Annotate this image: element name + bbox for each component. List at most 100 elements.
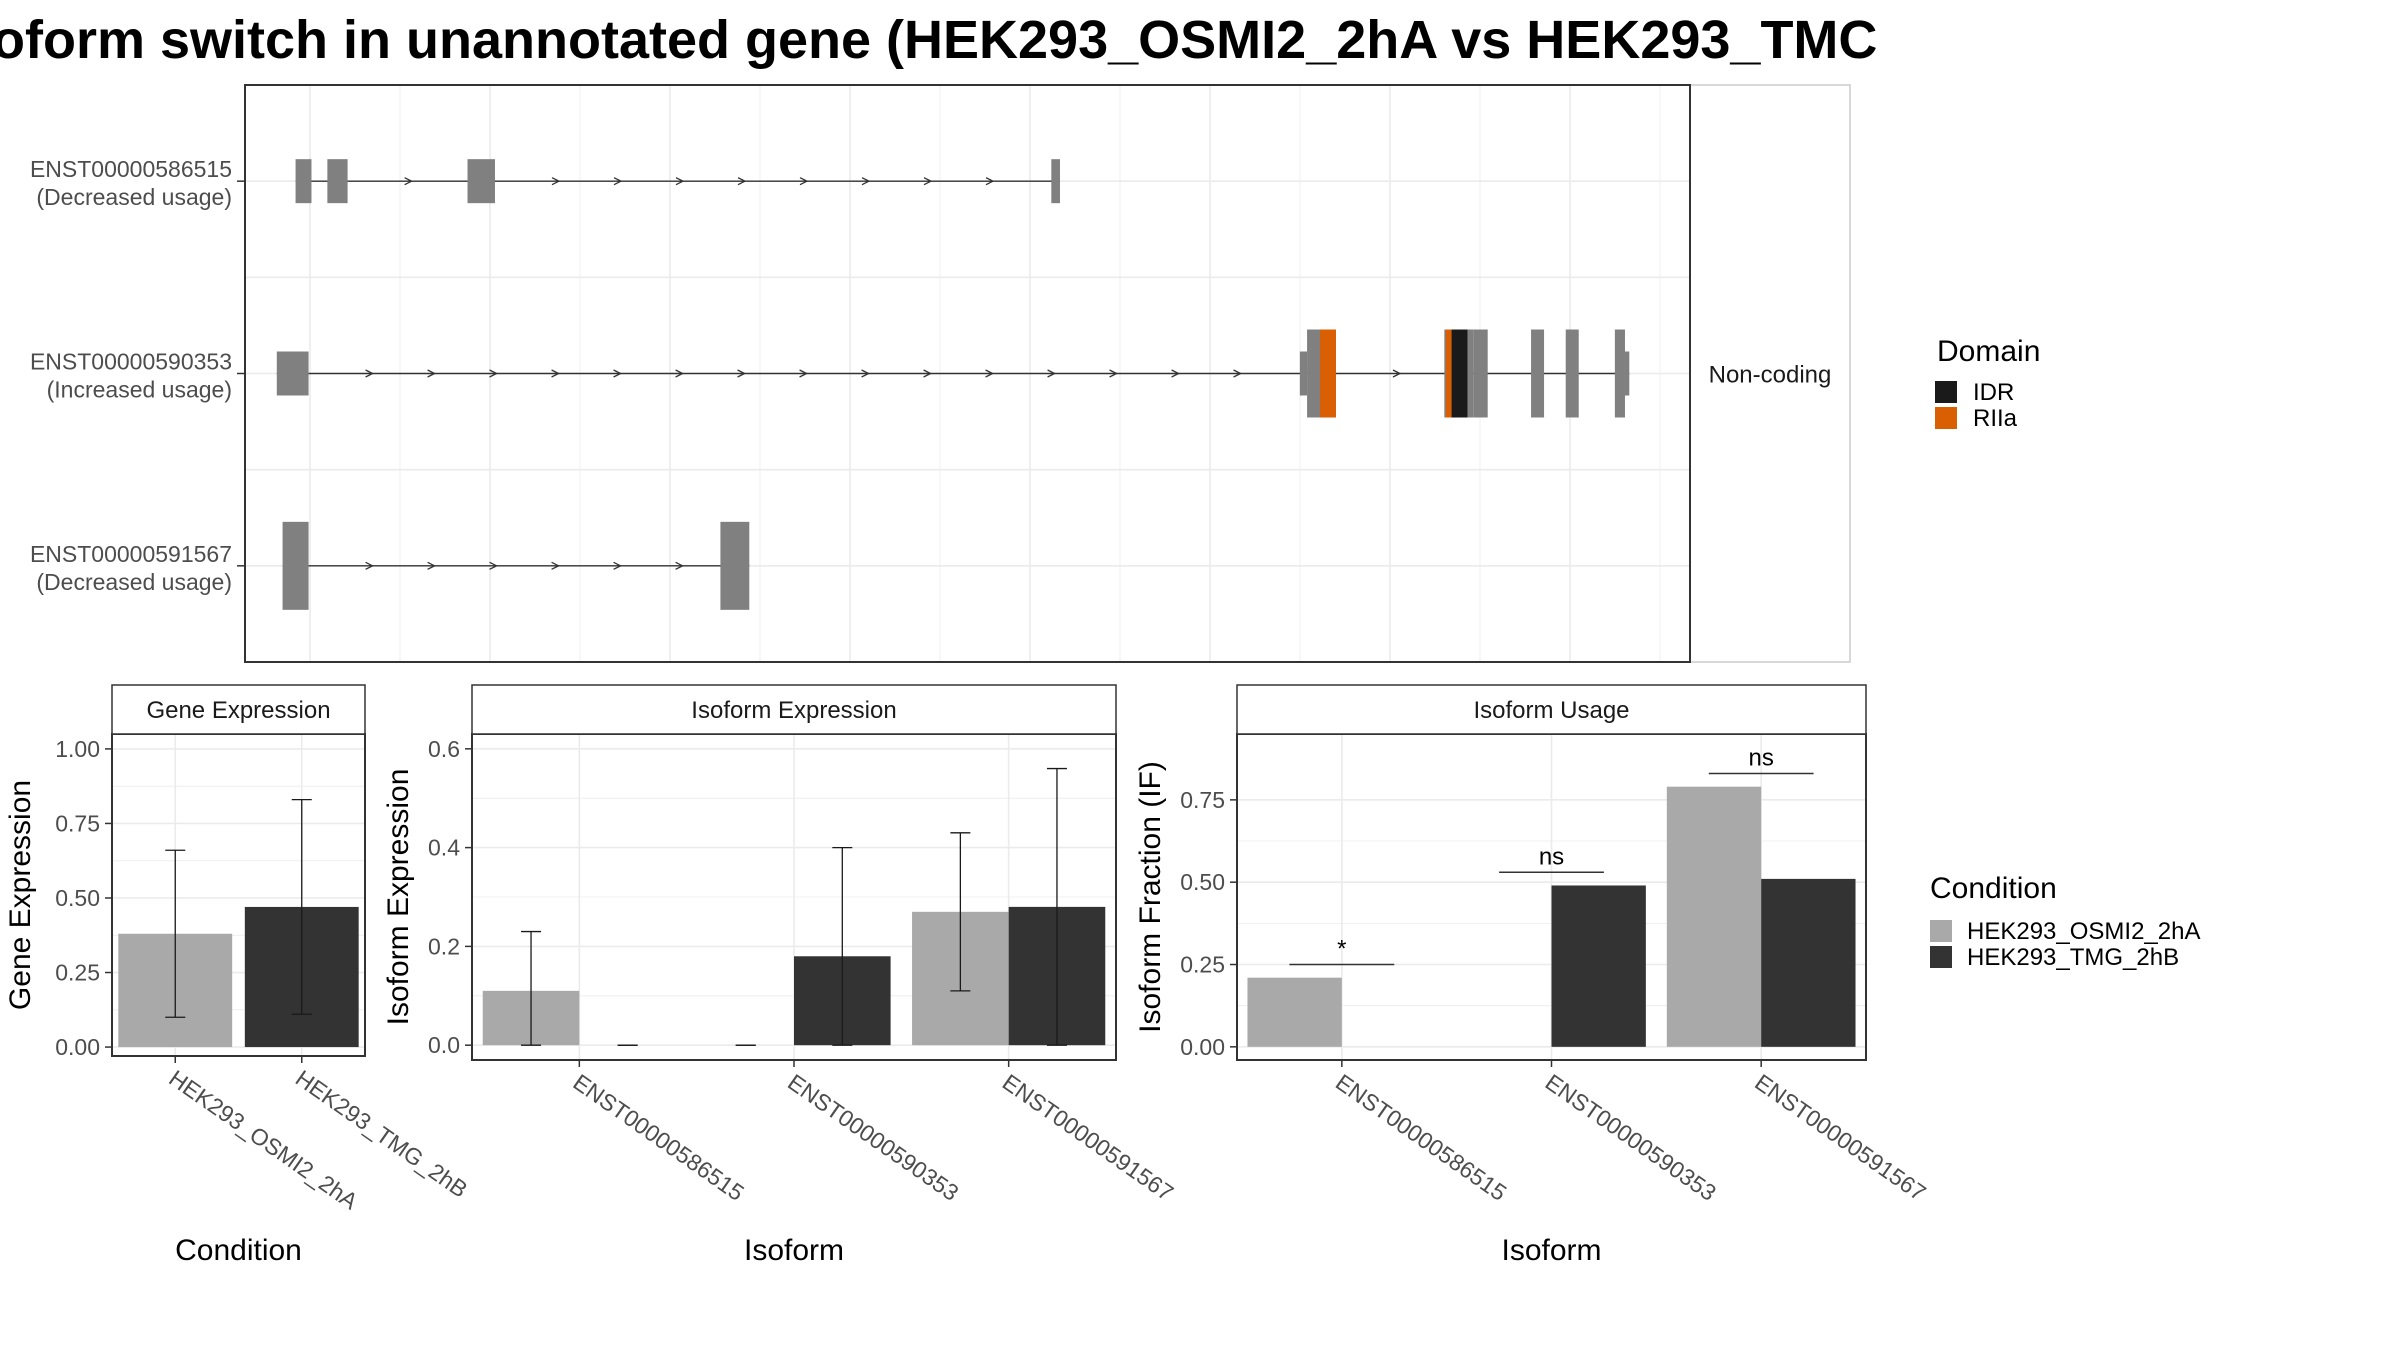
plot-border	[244, 84, 1691, 663]
strand-arrow	[1047, 369, 1057, 378]
exon	[1051, 159, 1060, 204]
bar-panel-3: * ns ns Isoform Usage 0.00 0.25 0.50 0.75 ENST00…	[1134, 684, 1931, 1267]
figure-title: oform switch in unannotated gene (HEK293…	[0, 10, 1877, 70]
bar	[1761, 878, 1856, 1047]
exon	[1531, 329, 1545, 418]
legend-key-tmg	[1930, 946, 1952, 968]
y-tick-label: 1.00	[55, 736, 100, 762]
legend-key-osmi2	[1930, 920, 1952, 942]
y-tick-label: 0.50	[1180, 869, 1225, 895]
strand-arrow	[427, 561, 437, 570]
strand-arrow	[427, 369, 437, 378]
y-tick-label: 0.50	[55, 885, 100, 911]
strand-arrow	[737, 369, 747, 378]
strand-arrow	[365, 369, 375, 378]
exon	[1299, 351, 1308, 396]
y-tick-label: 0.25	[55, 960, 100, 986]
significance-label: *	[1337, 936, 1346, 963]
usage-label: (Decreased usage)	[36, 184, 232, 210]
strand-arrow	[613, 369, 623, 378]
strand-arrow	[551, 369, 561, 378]
significance-label: ns	[1539, 843, 1564, 870]
y-tick-label: 0.4	[428, 835, 460, 861]
usage-label: (Increased usage)	[47, 377, 232, 403]
exon	[276, 351, 309, 396]
exon	[295, 159, 312, 204]
bar	[1666, 786, 1762, 1047]
strand-arrow	[675, 177, 685, 186]
strand-arrow	[737, 177, 747, 186]
gene-structure-panel: ENST00000586515(Decreased usage)ENST0000…	[30, 84, 1851, 663]
strand-arrow	[551, 177, 561, 186]
strand-arrow	[404, 177, 414, 186]
isoform-label: ENST00000591567	[30, 541, 232, 567]
strand-arrow	[799, 177, 809, 186]
y-tick-label: 0.25	[1180, 952, 1225, 978]
y-axis-title: Gene Expression	[4, 780, 37, 1010]
strand-arrow	[985, 369, 995, 378]
significance-label: ns	[1748, 745, 1773, 772]
strand-arrow	[1392, 369, 1402, 378]
exon	[1624, 351, 1630, 396]
facet-strip	[471, 684, 1117, 735]
coding-label: Non-coding	[1709, 362, 1832, 389]
facet-strip	[111, 684, 366, 735]
strand-arrow	[489, 561, 499, 570]
condition-legend: Condition HEK293_OSMI2_2hA HEK293_TMG_2h…	[1930, 872, 2200, 971]
exon	[720, 521, 750, 610]
y-tick-label: 0.75	[55, 810, 100, 836]
exon	[1614, 329, 1625, 418]
domain-legend: Domain IDR RIIa	[1935, 335, 2040, 432]
x-axis-title: Condition	[175, 1234, 302, 1267]
legend-label-idr: IDR	[1973, 379, 2014, 406]
y-tick-label: 0.2	[428, 933, 460, 959]
strand-arrow	[1171, 369, 1181, 378]
x-axis-title: Isoform	[1501, 1234, 1601, 1267]
x-tick-label: ENST00000590353	[1541, 1069, 1721, 1206]
domain-legend-title: Domain	[1937, 335, 2040, 368]
strand-arrow	[861, 177, 871, 186]
x-tick-label: ENST00000590353	[783, 1069, 963, 1206]
usage-label: (Decreased usage)	[36, 569, 232, 595]
strand-arrow	[1109, 369, 1119, 378]
legend-key-idr	[1935, 381, 1957, 403]
y-tick-label: 0.00	[1180, 1034, 1225, 1060]
strip-label: Isoform Expression	[691, 697, 896, 724]
x-tick-label: ENST00000586515	[1331, 1069, 1511, 1206]
strand-arrow	[675, 369, 685, 378]
isoform-label: ENST00000586515	[30, 156, 232, 182]
bar-panel-2: Isoform Expression 0.0 0.2 0.4 0.6 ENST000005…	[382, 684, 1178, 1267]
y-tick-label: 0.0	[428, 1032, 460, 1058]
strand-arrow	[799, 369, 809, 378]
bar-panels: Gene Expression0.000.250.500.751.00HEK29…	[4, 684, 1931, 1267]
strip-label: Gene Expression	[146, 697, 330, 724]
strand-arrow	[923, 369, 933, 378]
strand-arrow	[985, 177, 995, 186]
y-axis-title: Isoform Expression	[382, 769, 415, 1026]
condition-legend-title: Condition	[1930, 872, 2057, 905]
strip-label: Isoform Usage	[1473, 697, 1629, 724]
y-axis-title: Isoform Fraction (IF)	[1134, 761, 1167, 1033]
exon	[467, 159, 495, 204]
isoform-label: ENST00000590353	[30, 349, 232, 375]
exon	[327, 159, 348, 204]
bar	[1551, 885, 1646, 1047]
legend-key-riia	[1935, 407, 1957, 429]
legend-label-osmi2: HEK293_OSMI2_2hA	[1967, 918, 2200, 945]
strand-arrow	[613, 177, 623, 186]
bar	[1247, 977, 1342, 1047]
legend-label-riia: RIIa	[1973, 405, 2018, 432]
x-axis-title: Isoform	[744, 1234, 844, 1267]
strand-arrow	[613, 561, 623, 570]
strand-arrow	[489, 369, 499, 378]
strand-arrow	[861, 369, 871, 378]
facet-strip	[1236, 684, 1867, 735]
strand-arrow	[923, 177, 933, 186]
exon	[282, 521, 309, 610]
domain-idr	[1451, 329, 1468, 418]
facet-strip	[1689, 84, 1851, 663]
x-tick-label: ENST00000591567	[1750, 1069, 1930, 1206]
strand-arrow	[365, 561, 375, 570]
exon	[1473, 329, 1488, 418]
